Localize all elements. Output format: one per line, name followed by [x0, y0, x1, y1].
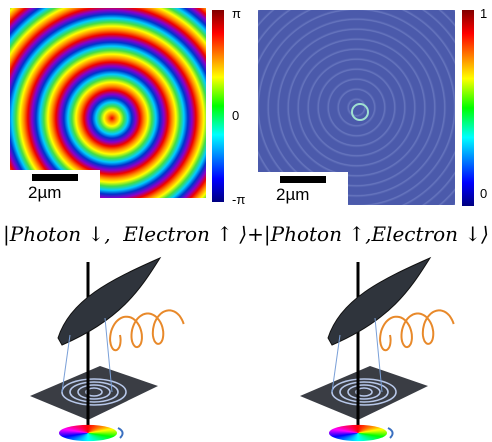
colorbar: [212, 10, 224, 202]
plate: [57, 256, 162, 346]
scale-bar: 2µm: [258, 172, 348, 208]
colorbar-tick: π: [232, 6, 241, 21]
plus: +: [247, 222, 264, 246]
plane: [30, 366, 158, 420]
colorbar: [462, 10, 474, 206]
plate: [327, 256, 432, 346]
scale-bar-label: 2µm: [276, 185, 310, 204]
colorbar-tick: 1: [480, 6, 488, 21]
phase-map: [10, 8, 206, 198]
equation: |Photon ↓, Electron ↑ ⟩+|Photon ↑,Electr…: [0, 222, 492, 246]
helix: [109, 309, 185, 352]
plane: [300, 366, 428, 420]
rotation-arrow: [117, 427, 124, 439]
colorbar-tick: 0: [232, 108, 240, 123]
scale-bar-line: [280, 176, 326, 183]
color-wheel: [329, 424, 387, 442]
colorbar-tick: -π: [232, 192, 246, 207]
beam: [104, 317, 113, 393]
beam: [374, 317, 383, 393]
helix: [379, 309, 455, 352]
state-term: |Photon ↓, Electron ↑ ⟩: [3, 222, 248, 246]
scale-bar: 2µm: [10, 170, 100, 202]
scene: [300, 256, 455, 439]
rotation-arrow: [387, 427, 394, 439]
state-term: |Photon ↑,Electron ↓⟩: [263, 222, 489, 246]
colorbar-tick: 0: [480, 186, 488, 201]
color-wheel: [59, 424, 117, 442]
scene: [30, 256, 185, 439]
beam: [61, 334, 71, 393]
scale-bar-label: 2µm: [28, 183, 62, 202]
scale-bar-line: [32, 174, 78, 181]
beam: [331, 334, 341, 393]
